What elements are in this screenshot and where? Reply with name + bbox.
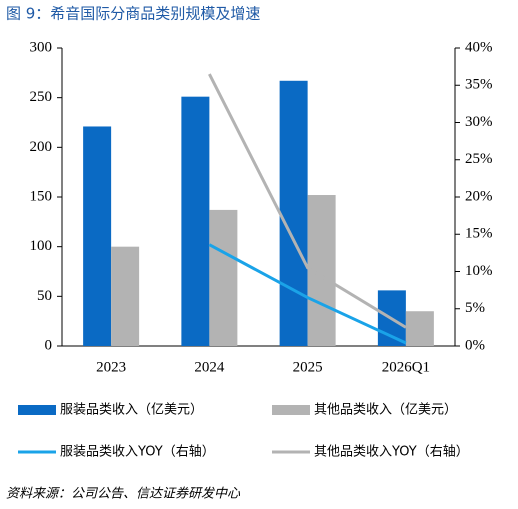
legend-label: 其他品类收入（亿美元）	[314, 403, 457, 418]
bar	[181, 96, 210, 346]
bar	[279, 80, 308, 346]
y2-tick-label: 40%	[465, 39, 493, 55]
x-tick-label: 2024	[194, 359, 225, 375]
bar	[111, 246, 140, 346]
source-note: 资料来源：公司公告、信达证券研发中心	[6, 487, 241, 502]
line	[208, 73, 407, 329]
x-tick-label: 2026Q1	[382, 359, 430, 375]
y2-tick-label: 30%	[465, 114, 493, 130]
line	[208, 243, 407, 345]
legend-swatch	[272, 405, 310, 415]
y2-tick-label: 5%	[465, 300, 485, 316]
y2-tick-label: 20%	[465, 188, 493, 204]
y2-tick-label: 0%	[465, 337, 485, 353]
legend-swatch	[18, 405, 56, 415]
y-tick-label: 50	[37, 288, 52, 304]
y2-tick-label: 10%	[465, 263, 493, 279]
y2-tick-label: 35%	[465, 77, 493, 93]
legend-label: 服装品类收入（亿美元）	[60, 403, 203, 418]
y-tick-label: 250	[30, 89, 53, 105]
x-tick-label: 2025	[293, 359, 323, 375]
y2-tick-label: 15%	[465, 226, 493, 242]
y-tick-label: 0	[45, 337, 53, 353]
legend-label: 其他品类收入YOY（右轴）	[314, 445, 469, 460]
y-tick-label: 150	[30, 188, 53, 204]
bar	[83, 126, 112, 347]
y2-tick-label: 25%	[465, 151, 493, 167]
bar	[405, 311, 434, 346]
bar	[209, 209, 238, 346]
y-tick-label: 100	[30, 238, 53, 254]
y-tick-label: 300	[30, 39, 53, 55]
chart-title: 图 9：希音国际分商品类别规模及增速	[6, 5, 260, 23]
y-tick-label: 200	[30, 139, 53, 155]
x-tick-label: 2023	[96, 359, 126, 375]
legend-label: 服装品类收入YOY（右轴）	[60, 445, 215, 460]
